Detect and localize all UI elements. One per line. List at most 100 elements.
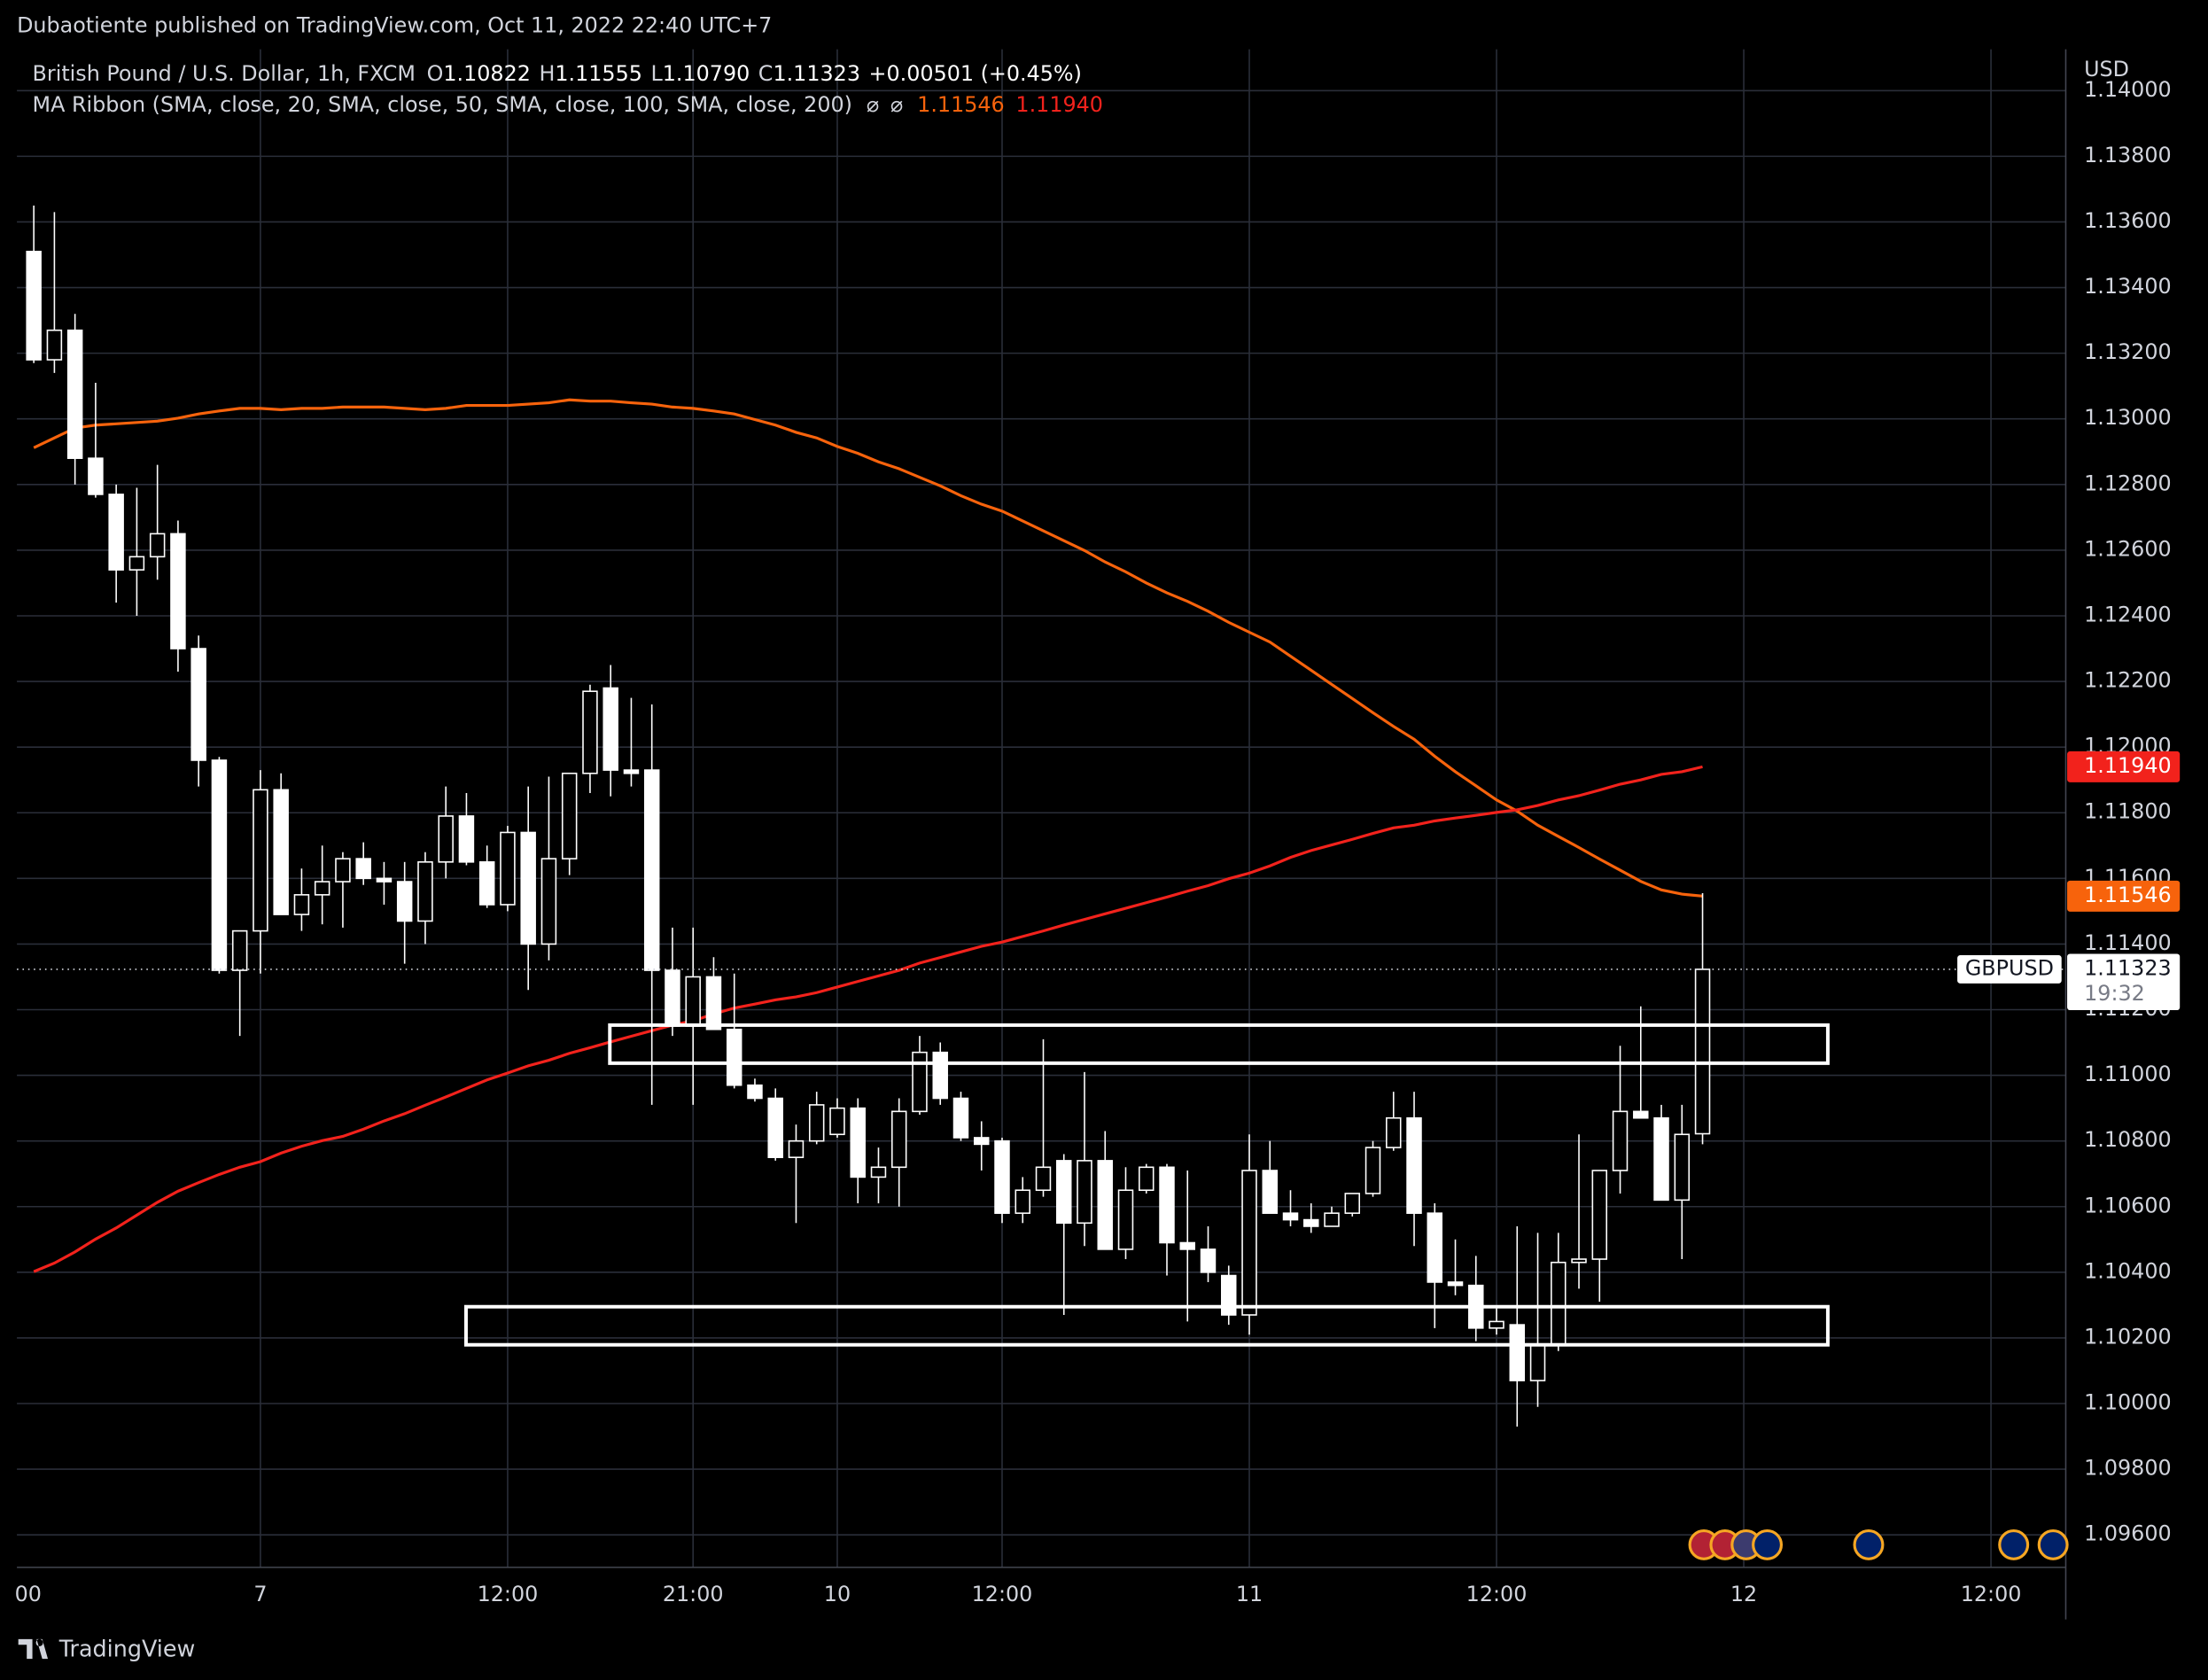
candle-body [1364,1147,1381,1194]
candle-body [273,789,289,915]
x-tick-label: 7 [253,1582,267,1606]
y-tick-label: 1.13400 [2084,274,2172,299]
y-tick-label: 1.14000 [2084,77,2172,102]
candle-body [850,1107,866,1178]
candle-body [520,831,536,945]
price-badge [2067,953,2181,1011]
logo [18,1638,49,1660]
candle-body [890,1110,907,1169]
candle-body [1117,1189,1134,1250]
ma-badge [2067,751,2181,782]
candle-body [1015,1189,1030,1214]
y-tick-label: 1.11400 [2084,930,2172,955]
candle-body [149,533,166,558]
event-icon [1752,1528,1784,1560]
candle-body [1241,1170,1257,1316]
ma-badge-label: 1.11546 [2084,883,2172,907]
event-icons [1688,1528,2069,1560]
y-tick-label: 1.12800 [2084,471,2172,495]
candle-body [1694,968,1711,1135]
candle-body [1571,1258,1587,1264]
candle-body [829,1107,845,1136]
candle-body [1551,1261,1567,1346]
x-tick-label: 21:00 [663,1582,724,1606]
indicator-icon: ⌀ [867,92,879,117]
candle-body [1674,1133,1691,1202]
candle-body [1406,1116,1422,1214]
candle-body [1200,1248,1217,1273]
symbol-badge [1957,955,2062,984]
price-label: 1.11323 [2084,955,2172,980]
candle-body [973,1137,990,1146]
candle-body [912,1051,928,1113]
candle-body [767,1097,783,1158]
footer: TradingView [18,1636,195,1662]
x-tick-label: 12:00 [1961,1582,2022,1606]
y-tick-label: 1.10000 [2084,1390,2172,1415]
x-tick-label: 12 [1730,1582,1757,1606]
candle-body [1324,1212,1340,1227]
y-tick-label: 1.10400 [2084,1258,2172,1283]
candle-body [788,1139,805,1158]
candle-body [478,861,495,906]
countdown: 19:32 [2084,981,2145,1006]
candle-body [108,494,124,571]
candle-body [26,251,42,361]
candle-body [335,858,351,883]
symbol-label: GBPUSD [1965,955,2054,980]
candle-body [1653,1116,1669,1202]
candle-body [561,772,578,859]
candle-body [1489,1320,1504,1329]
x-tick-label: 11 [1236,1582,1263,1606]
candle-body [1221,1274,1237,1316]
candle-body [1344,1193,1361,1214]
y-tick-label: 1.10800 [2084,1127,2172,1152]
legend-line-1: British Pound / U.S. Dollar, 1h, FXCM O1.… [33,61,1082,86]
candle-body [747,1084,763,1100]
candle-body [623,769,640,774]
ohlc-value: 1.10822 [443,61,531,86]
candle-body [1055,1160,1072,1225]
candle-body [314,881,330,896]
x-tick-label: 12:00 [972,1582,1033,1606]
candle-body [1591,1170,1608,1260]
candle-body [88,457,104,495]
currency: USD [2084,57,2129,82]
candle-body [417,861,433,922]
ohlc-value: 1.11323 [773,61,860,86]
y-tick-label: 1.12400 [2084,602,2172,626]
x-tick-label: 12:00 [1466,1582,1528,1606]
candle-body [603,687,618,771]
candle-body [1509,1324,1526,1381]
candle-body [994,1139,1010,1214]
candle-body [500,831,516,906]
y-tick-label: 1.13600 [2084,208,2172,233]
candle-body [1386,1116,1402,1148]
ma-line [33,765,1703,1273]
candle-body [190,648,206,761]
candle-body [685,976,701,1027]
y-tick-label: 1.12200 [2084,668,2172,693]
ma-badge [2067,880,2181,912]
candle-body [932,1051,948,1100]
ma-value: 1.11940 [1015,92,1103,117]
candle-body [726,1028,742,1086]
candle-body [66,329,83,459]
event-icon [2037,1528,2069,1560]
indicator-icon: ⌀ [890,92,903,117]
candle-body [1447,1281,1464,1287]
candle-body [1282,1212,1299,1221]
event-icon [1998,1528,2030,1560]
ohlc-value: 1.11555 [555,61,642,86]
candle-body [211,759,228,971]
candle-body [253,789,268,932]
ma-badge-label: 1.11940 [2084,753,2172,778]
axes: 1.09600 1.09800 1.10000 1.10200 1.10400 1.106… [15,77,2181,1606]
candle-body [1097,1160,1113,1250]
publisher: Dubaotiente published on TradingView.com… [17,13,772,38]
candle-body [582,690,598,774]
ma-value: 1.11546 [917,92,1005,117]
y-tick-label: 1.09600 [2084,1521,2172,1546]
